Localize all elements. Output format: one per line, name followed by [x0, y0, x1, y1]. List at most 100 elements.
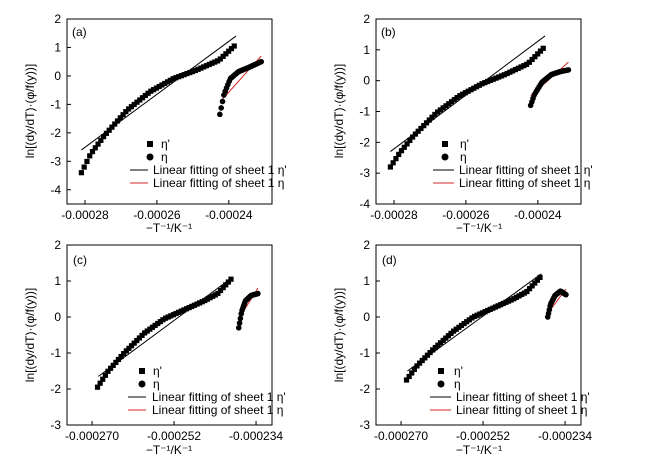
eta-prime-point — [139, 95, 146, 101]
eta-prime-point — [149, 324, 156, 330]
y-tick-label: -2 — [50, 382, 61, 396]
eta-prime-point — [118, 353, 124, 360]
eta-prime-point — [131, 101, 137, 108]
eta-prime-point — [458, 322, 465, 329]
eta-prime-point — [187, 69, 193, 76]
eta-prime-point — [159, 82, 165, 88]
eta-point — [218, 105, 224, 111]
eta-prime-point — [113, 359, 119, 366]
eta-prime-point — [432, 111, 438, 118]
eta-prime-point — [112, 121, 118, 127]
eta-prime-point — [427, 349, 433, 356]
eta-prime-point — [123, 109, 129, 115]
eta-prime-point — [183, 306, 190, 312]
eta-prime-point — [168, 313, 174, 319]
eta-point — [217, 111, 223, 118]
legend-eta-prime-label: η' — [460, 137, 469, 151]
eta-prime-point — [500, 300, 506, 307]
eta-prime-point — [98, 137, 104, 143]
eta-prime-point — [466, 317, 472, 323]
eta-prime-point — [535, 51, 541, 57]
y-tick-label: -1 — [50, 97, 61, 111]
eta-prime-point — [178, 308, 184, 314]
eta-prime-point — [162, 315, 169, 321]
eta-prime-point — [398, 148, 405, 154]
eta-prime-point — [181, 307, 187, 313]
eta-prime-point — [493, 75, 499, 81]
panel-d-frame — [375, 244, 582, 426]
eta-prime-point — [231, 43, 237, 49]
eta-prime-point — [532, 280, 538, 286]
eta-prime-point — [477, 311, 483, 317]
eta-prime-point — [206, 61, 212, 68]
eta-prime-point — [471, 313, 478, 320]
y-tick-label: -4 — [50, 183, 61, 197]
eta-prime-point — [512, 66, 519, 73]
eta-prime-point — [212, 59, 218, 65]
eta-prime-point — [468, 87, 474, 93]
eta-prime-point — [462, 90, 469, 96]
eta-prime-point — [223, 282, 229, 288]
legend-fit-eta-label: Linear fitting of sheet 1 η — [459, 176, 590, 190]
panel-a-marks — [78, 35, 265, 176]
eta-prime-point — [189, 303, 195, 310]
eta-prime-point — [176, 309, 182, 315]
panel-b-y-axis-title: ln[(dy/dT)·(φ/f(y))] — [332, 64, 346, 158]
legend-eta-prime-marker — [139, 368, 145, 374]
eta-prime-point — [203, 63, 210, 69]
eta-prime-point — [521, 290, 527, 296]
legend-eta-prime-label: η' — [161, 137, 170, 151]
panel-d-ticks: 2 1 0 -1 -2 -3 -0.000270 -0.000252 -0.000234 — [359, 238, 592, 443]
y-tick-label: -2 — [359, 382, 370, 396]
eta-prime-point — [406, 373, 412, 380]
eta-prime-point — [396, 151, 402, 157]
eta-prime-point — [508, 297, 514, 303]
eta-prime-point — [126, 345, 132, 351]
legend-eta-prime-label: η' — [454, 364, 463, 378]
eta-prime-point — [445, 333, 451, 339]
eta-prime-point — [144, 328, 150, 334]
eta-prime-point — [456, 324, 462, 330]
eta-prime-point — [443, 103, 449, 109]
x-tick-label: -0.00026 — [133, 208, 181, 222]
panel-d-legend: η' η Linear fitting of sheet 1 η' Linear… — [430, 364, 590, 417]
eta-prime-point — [492, 304, 499, 310]
y-tick-label: -3 — [50, 418, 61, 432]
eta-prime-point — [162, 80, 168, 87]
eta-prime-point — [476, 82, 482, 88]
eta-prime-point — [212, 292, 218, 298]
eta-prime-point — [532, 54, 538, 60]
eta-prime-point — [417, 360, 423, 366]
eta-prime-point — [165, 314, 171, 320]
panel-b-legend: η' η Linear fitting of sheet 1 η' Linear… — [433, 137, 593, 190]
eta-prime-point — [540, 45, 546, 51]
legend-eta-label: η — [161, 150, 168, 164]
eta-prime-point — [173, 75, 179, 81]
y-tick-label: 1 — [363, 274, 370, 288]
eta-prime-point — [454, 95, 460, 101]
y-tick-label: -4 — [359, 197, 370, 211]
eta-prime-point — [89, 148, 96, 155]
x-tick-label: -0.00024 — [205, 208, 253, 222]
legend-eta-marker — [437, 380, 445, 388]
eta-prime-point — [198, 65, 204, 71]
panel-b-x-axis-title: −T⁻¹/K⁻¹ — [456, 221, 502, 235]
legend-fit-eta-prime-label: Linear fitting of sheet 1 η' — [456, 390, 590, 404]
eta-prime-point — [390, 160, 396, 166]
eta-prime-point — [437, 340, 444, 346]
eta-point — [258, 58, 265, 65]
panel-b: (b) 210-1-2-3-4-0.00028 -0.00026 -0.00024 … — [332, 12, 593, 235]
eta-prime-point — [120, 112, 126, 118]
eta-prime-point — [94, 384, 101, 390]
eta-prime-point — [479, 81, 485, 87]
eta-prime-point — [106, 127, 112, 133]
eta-prime-point — [156, 83, 162, 90]
panel-d-marks — [403, 273, 569, 383]
eta-prime-point — [192, 67, 198, 74]
eta-prime-point — [469, 315, 475, 321]
eta-prime-point — [155, 320, 161, 327]
eta-prime-point — [453, 326, 459, 332]
eta-prime-point — [217, 287, 224, 294]
eta-prime-point — [411, 366, 417, 373]
eta-prime-point — [228, 46, 235, 52]
